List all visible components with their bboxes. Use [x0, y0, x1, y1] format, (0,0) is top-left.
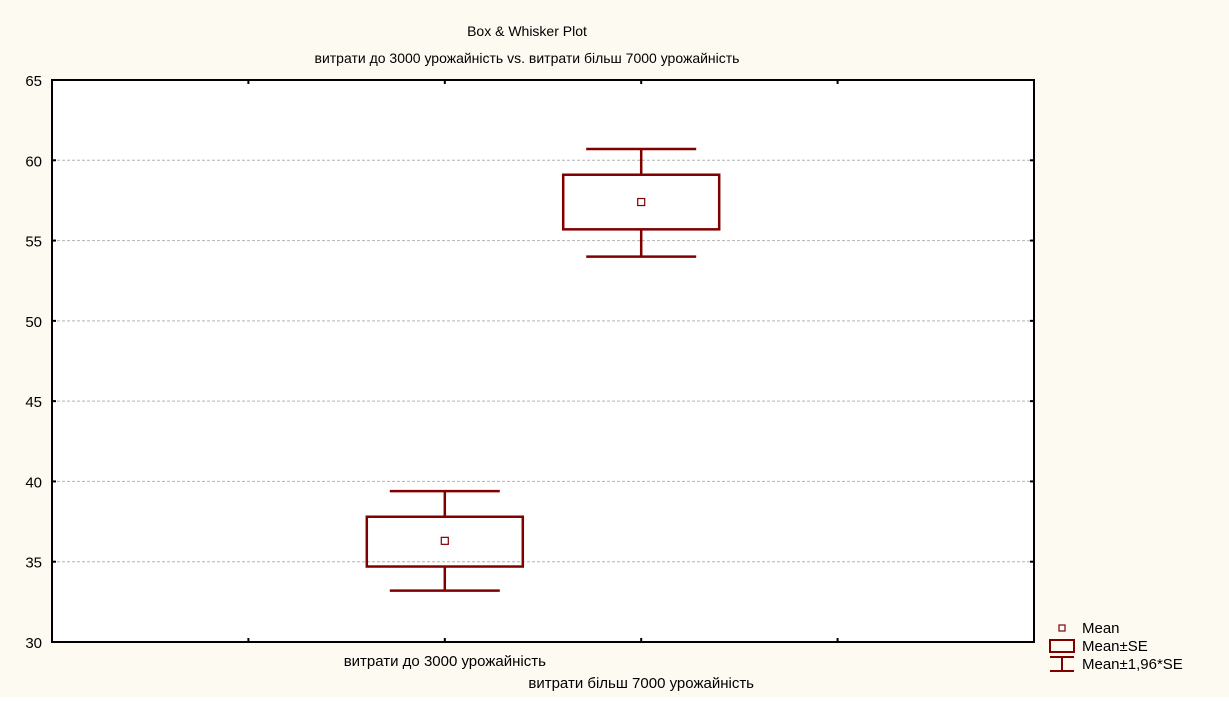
boxes: [365, 147, 721, 592]
grid-lines: [52, 159, 1034, 563]
y-tick-label: 65: [25, 73, 42, 90]
y-tick-label: 30: [25, 635, 42, 652]
legend-box-marker: [1049, 639, 1075, 653]
y-tick-label: 35: [25, 555, 42, 572]
x-category-label: витрати більш 7000 урожайність: [528, 675, 754, 692]
x-tick-labels: витрати до 3000 урожайність витрати більш…: [344, 653, 754, 692]
y-tick-label: 45: [25, 394, 42, 411]
plot-frame: [51, 79, 1035, 643]
y-tick-labels: 30 35 40 45 50 55 60 65: [25, 73, 42, 652]
x-category-label: витрати до 3000 урожайність: [344, 653, 546, 670]
y-tick-label: 60: [25, 153, 42, 170]
legend-label: Mean: [1082, 620, 1120, 637]
axis-ticks: [52, 79, 1034, 643]
mean-marker: [637, 197, 646, 207]
legend-label: Mean±1,96*SE: [1082, 656, 1183, 673]
se-box: [561, 173, 721, 231]
se-box: [365, 515, 525, 568]
y-tick-label: 40: [25, 474, 42, 491]
plot-area: [52, 80, 1034, 642]
y-tick-label: 50: [25, 314, 42, 331]
chart-title: Box & Whisker Plot: [467, 23, 587, 39]
legend-mean-marker: [1058, 624, 1066, 632]
chart-subtitle: витрати до 3000 урожайність vs. витрати …: [315, 50, 740, 66]
y-tick-label: 55: [25, 234, 42, 251]
mean-marker: [440, 536, 449, 545]
legend-label: Mean±SE: [1082, 638, 1148, 655]
